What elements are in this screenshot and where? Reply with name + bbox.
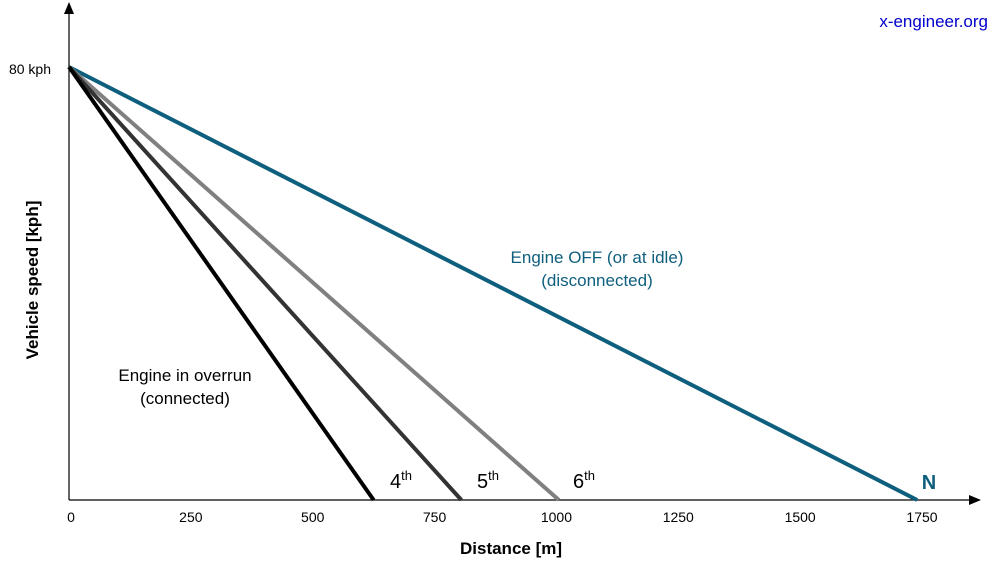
axes bbox=[64, 2, 981, 505]
x-tick-label: 1000 bbox=[541, 509, 572, 525]
x-tick-label: 750 bbox=[423, 509, 447, 525]
engine-off-label-line1: Engine OFF (or at idle) bbox=[511, 248, 684, 267]
y-tick-label-80: 80 kph bbox=[9, 61, 51, 77]
series-line-4th bbox=[67, 65, 376, 502]
x-tick-label: 0 bbox=[67, 509, 75, 525]
gear-6-number: 6 bbox=[573, 471, 584, 493]
x-tick-label: 1750 bbox=[906, 509, 937, 525]
series-lines bbox=[67, 65, 919, 502]
series-line-5th bbox=[67, 65, 463, 502]
engine-off-label-line2: (disconnected) bbox=[541, 271, 653, 290]
gear-5-label: 5th bbox=[477, 468, 499, 493]
x-axis-arrow bbox=[969, 495, 981, 505]
gear-4-number: 4 bbox=[390, 471, 401, 493]
gear-4-label: 4th bbox=[390, 468, 412, 493]
gear-5-suffix: th bbox=[488, 468, 499, 483]
x-tick-label: 250 bbox=[179, 509, 203, 525]
x-tick-labels: 0 250 500 750 1000 1250 1500 1750 bbox=[67, 509, 938, 525]
x-tick-label: 1500 bbox=[785, 509, 816, 525]
gear-6-suffix: th bbox=[584, 468, 595, 483]
x-tick-label: 1250 bbox=[663, 509, 694, 525]
series-line-N bbox=[68, 65, 919, 502]
overrun-label-line2: (connected) bbox=[140, 389, 230, 408]
gear-4-suffix: th bbox=[401, 468, 412, 483]
y-axis-arrow bbox=[64, 2, 74, 14]
overrun-label-line1: Engine in overrun bbox=[118, 366, 251, 385]
gear-5-number: 5 bbox=[477, 471, 488, 493]
x-tick-label: 500 bbox=[301, 509, 325, 525]
x-axis-title: Distance [m] bbox=[460, 539, 562, 558]
gear-6-label: 6th bbox=[573, 468, 595, 493]
series-line-6th bbox=[67, 65, 561, 502]
watermark: x-engineer.org bbox=[879, 12, 988, 31]
y-axis-title: Vehicle speed [kph] bbox=[23, 201, 42, 360]
neutral-label: N bbox=[922, 472, 936, 494]
